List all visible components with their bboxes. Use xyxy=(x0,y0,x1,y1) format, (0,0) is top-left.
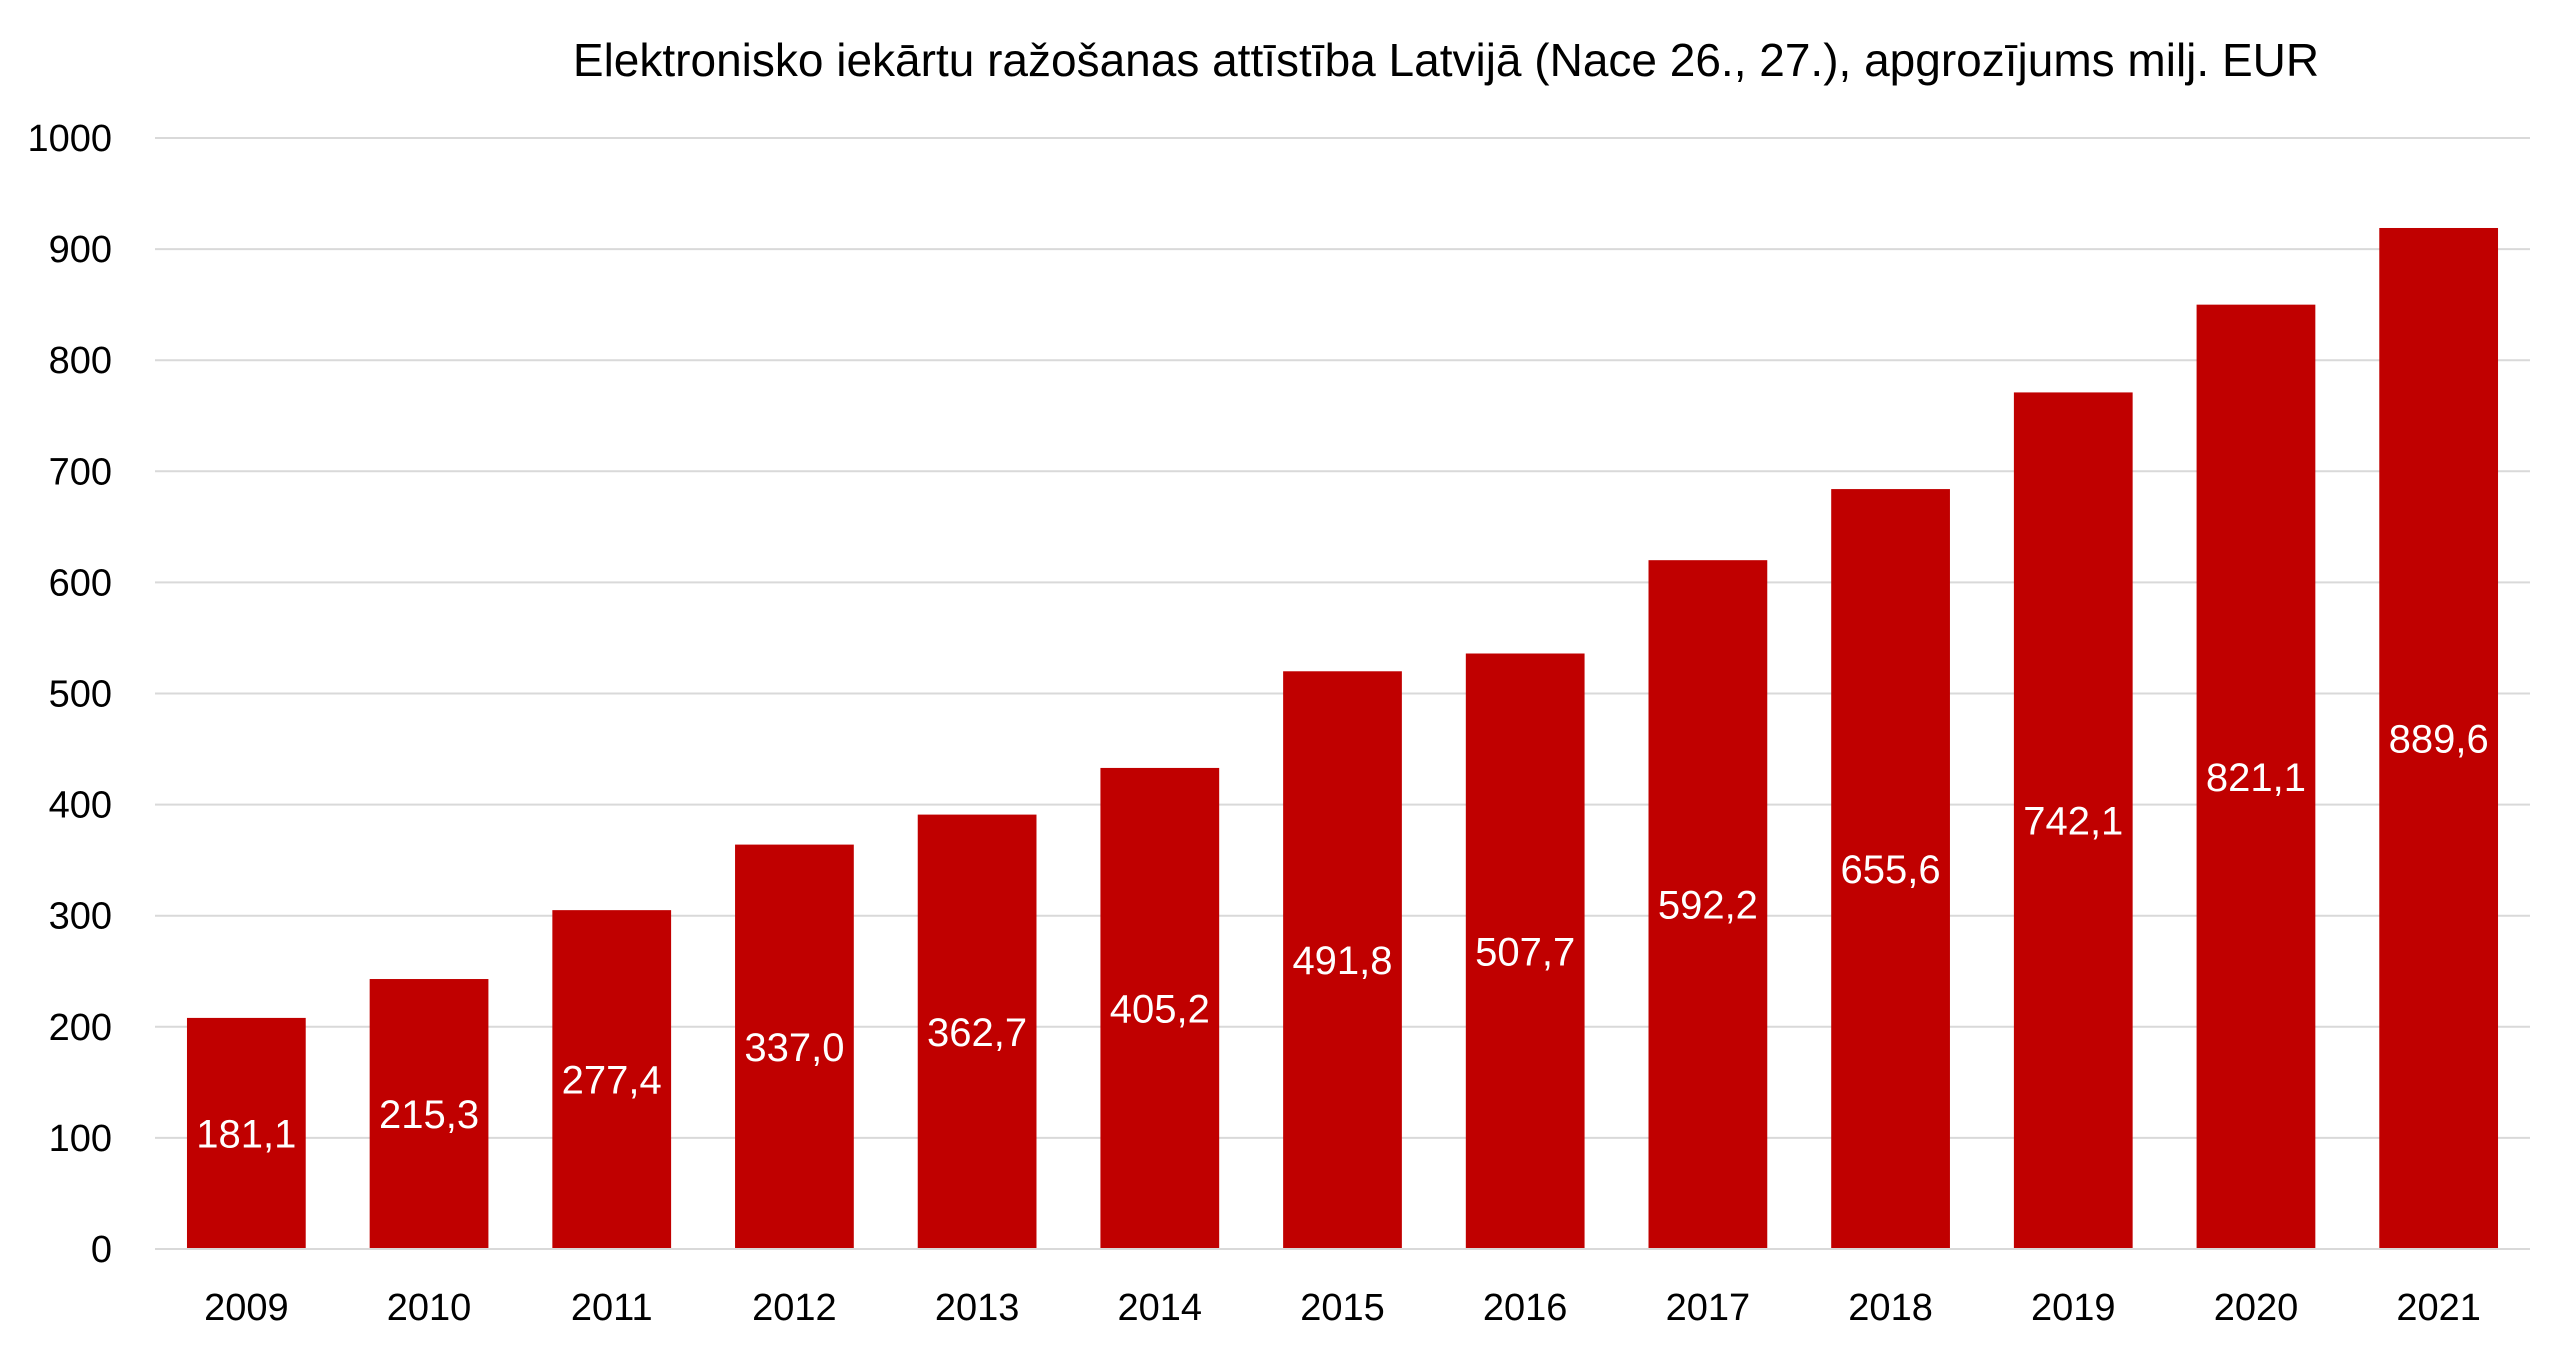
y-tick-label: 300 xyxy=(49,896,112,938)
y-tick-label: 1000 xyxy=(27,118,112,160)
x-tick-label: 2015 xyxy=(1300,1287,1385,1329)
y-tick-label: 700 xyxy=(49,451,112,493)
y-tick-label: 100 xyxy=(49,1118,112,1160)
data-label: 592,2 xyxy=(1658,884,1758,928)
bars xyxy=(186,227,2499,1250)
x-tick-label: 2013 xyxy=(935,1287,1020,1329)
data-label: 491,8 xyxy=(1292,939,1392,983)
chart-title: Elektronisko iekārtu ražošanas attīstība… xyxy=(573,34,2319,86)
data-labels: 181,1 215,3 277,4 337,0 362,7 405,2 491,8 507,7… xyxy=(196,717,2488,1156)
y-tick-label: 900 xyxy=(49,229,112,271)
data-label: 821,1 xyxy=(2206,756,2306,800)
bar xyxy=(1648,560,1768,1249)
bar xyxy=(2013,392,2133,1249)
y-tick-label: 200 xyxy=(49,1007,112,1049)
bar xyxy=(735,844,854,1249)
data-label: 405,2 xyxy=(1110,987,1210,1031)
y-tick-label: 0 xyxy=(91,1229,112,1271)
data-label: 215,3 xyxy=(379,1093,479,1137)
data-label: 889,6 xyxy=(2389,717,2489,761)
y-tick-label: 400 xyxy=(49,785,112,827)
bar xyxy=(2379,227,2499,1250)
x-axis-ticks: 2009 2010 2011 2012 2013 2014 2015 2016 2017 2018… xyxy=(155,1248,2530,1329)
data-label: 181,1 xyxy=(196,1112,296,1156)
bar xyxy=(1100,767,1220,1249)
x-tick-label: 2019 xyxy=(2031,1287,2116,1329)
data-label: 742,1 xyxy=(2023,800,2123,844)
x-tick-label: 2021 xyxy=(2396,1287,2481,1329)
y-tick-label: 500 xyxy=(49,674,112,716)
bar xyxy=(917,814,1037,1249)
x-tick-label: 2017 xyxy=(1666,1287,1751,1329)
x-tick-label: 2009 xyxy=(204,1287,289,1329)
y-tick-label: 600 xyxy=(49,562,112,604)
bar xyxy=(1465,653,1585,1249)
x-tick-label: 2012 xyxy=(752,1287,837,1329)
x-tick-label: 2014 xyxy=(1118,1287,1203,1329)
bar xyxy=(369,979,489,1249)
data-label: 362,7 xyxy=(927,1011,1027,1055)
bar xyxy=(552,910,672,1249)
x-tick-label: 2018 xyxy=(1848,1287,1933,1329)
y-axis-ticks: 0 100 200 300 400 500 600 700 800 900 1000 xyxy=(27,118,112,1271)
bar xyxy=(1831,489,1950,1249)
x-tick-label: 2010 xyxy=(387,1287,472,1329)
bar xyxy=(2196,304,2316,1249)
data-label: 655,6 xyxy=(1841,848,1941,892)
bar xyxy=(1283,671,1402,1249)
x-tick-label: 2016 xyxy=(1483,1287,1568,1329)
data-label: 277,4 xyxy=(562,1059,662,1103)
bar xyxy=(186,1017,306,1249)
data-label: 337,0 xyxy=(744,1026,844,1070)
data-label: 507,7 xyxy=(1475,930,1575,974)
x-tick-label: 2020 xyxy=(2214,1287,2299,1329)
x-tick-label: 2011 xyxy=(571,1287,653,1329)
y-tick-label: 800 xyxy=(49,340,112,382)
